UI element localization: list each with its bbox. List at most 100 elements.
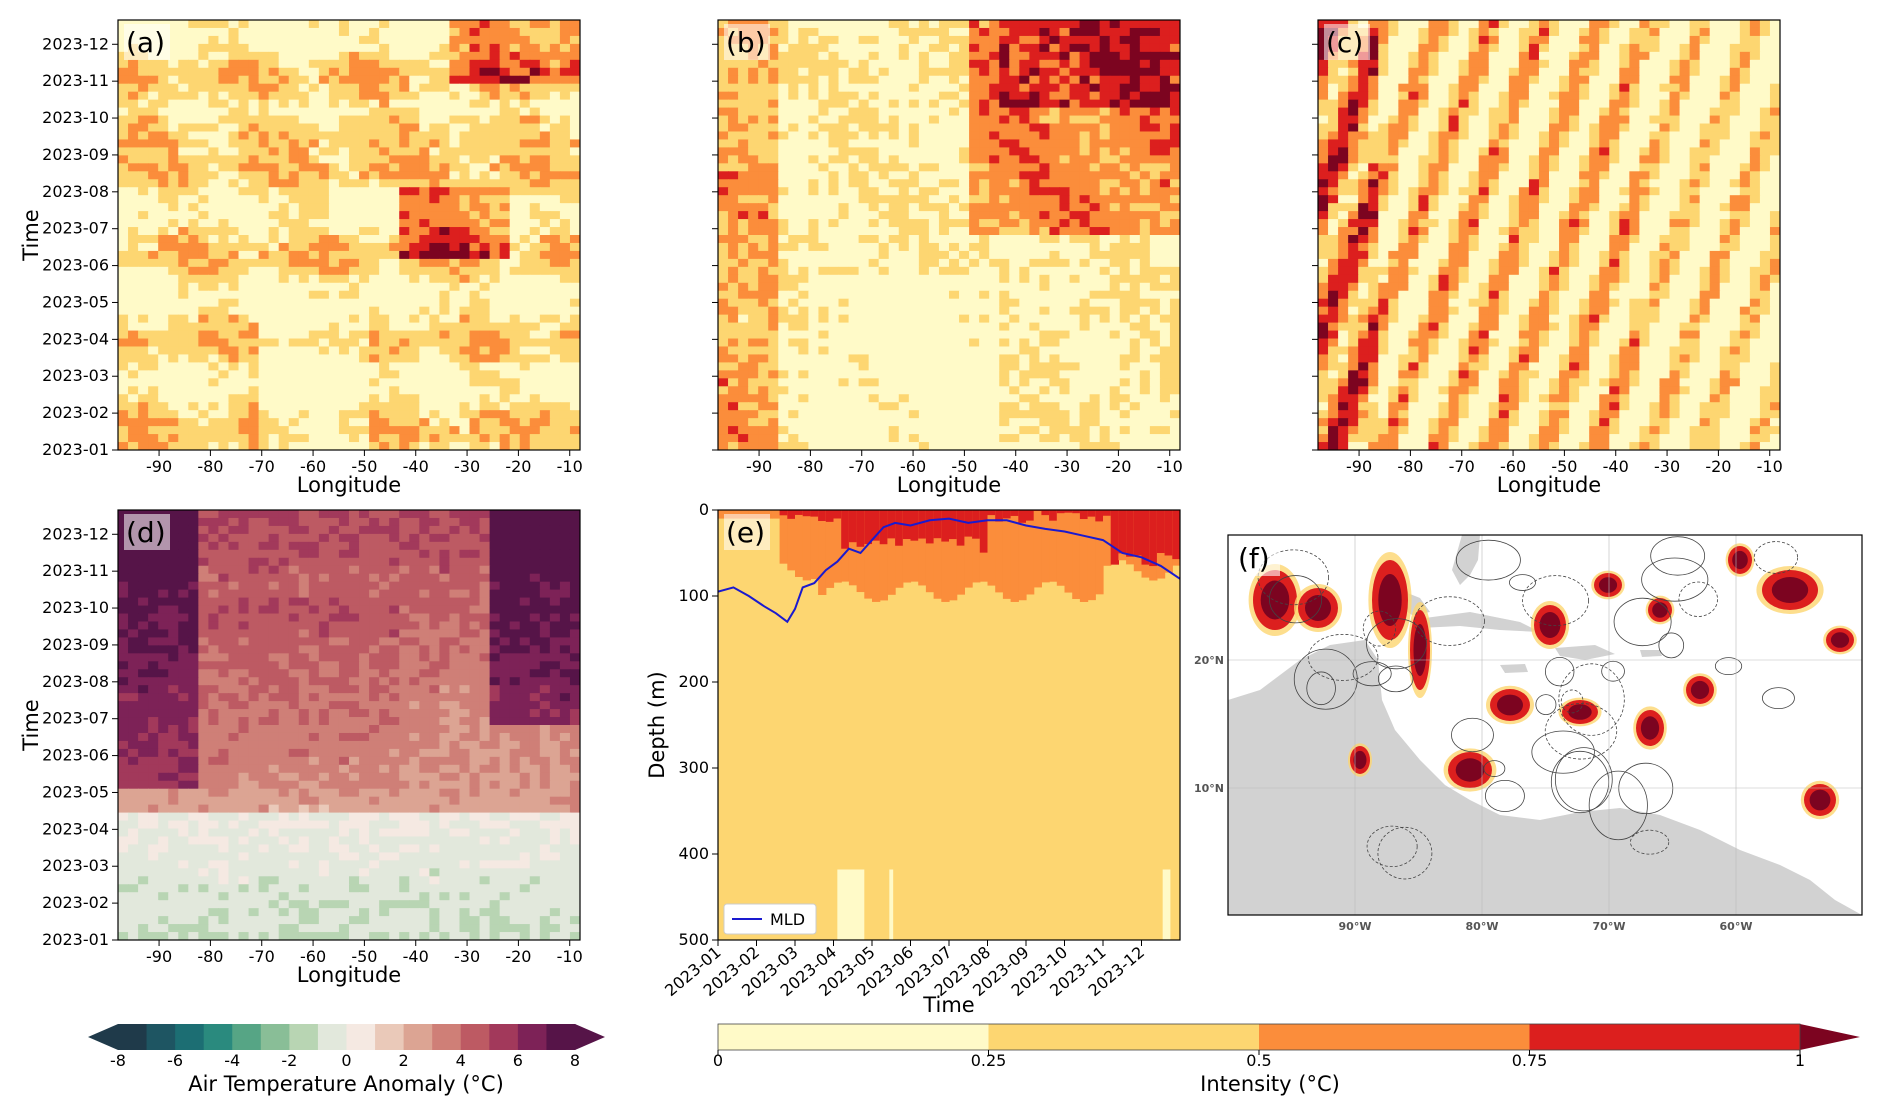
heat-cell <box>818 211 830 220</box>
heat-cell <box>1019 402 1030 411</box>
heat-cell <box>349 314 360 324</box>
heat-cell <box>158 274 169 284</box>
heat-cell <box>969 147 980 156</box>
heat-cell <box>778 147 789 156</box>
heat-cell <box>969 242 980 252</box>
heat-cell <box>969 250 980 260</box>
heat-cell <box>399 147 410 156</box>
heat-cell <box>959 123 970 133</box>
heat-cell <box>758 330 769 340</box>
heat-cell <box>938 346 950 356</box>
heat-cell <box>728 298 739 308</box>
heat-cell <box>1019 195 1030 204</box>
heat-cell <box>459 27 471 37</box>
heat-cell <box>248 290 260 300</box>
heat-cell <box>1079 75 1091 85</box>
heat-cell <box>349 99 360 109</box>
heat-cell <box>848 322 860 332</box>
heat-cell <box>828 346 840 356</box>
heat-cell <box>248 418 260 427</box>
heat-cell <box>758 107 769 117</box>
heat-cell <box>449 107 461 117</box>
heat-cell <box>138 306 149 316</box>
heat-cell <box>808 442 820 450</box>
heat-cell <box>318 20 330 29</box>
heat-cell <box>959 219 970 228</box>
heat-cell <box>748 322 759 332</box>
heat-cell <box>858 59 870 69</box>
heat-cell <box>808 171 820 180</box>
heat-cell <box>1169 163 1180 172</box>
heat-cell <box>1039 410 1051 419</box>
heat-cell <box>808 139 820 148</box>
heat-cell <box>349 179 360 188</box>
heat-cell <box>1089 123 1101 133</box>
y-tick-label: 2023-06 <box>42 256 109 275</box>
heat-cell <box>178 123 189 133</box>
heat-cell <box>1139 306 1151 316</box>
heat-cell <box>898 171 910 180</box>
heat-cell <box>1029 434 1040 443</box>
heat-cell <box>1019 35 1030 45</box>
heat-cell <box>718 211 729 220</box>
heat-cell <box>318 322 330 332</box>
heat-cell <box>928 258 940 268</box>
heat-cell <box>959 282 970 292</box>
heat-cell <box>979 346 990 356</box>
heat-cell <box>858 187 870 196</box>
heat-cell <box>858 346 870 356</box>
heat-cell <box>1139 250 1151 260</box>
heat-cell <box>268 266 280 276</box>
heat-cell <box>228 338 240 348</box>
heat-cell <box>298 378 310 387</box>
heat-cell <box>168 394 179 403</box>
heat-cell <box>158 322 169 332</box>
heat-cell <box>379 187 390 196</box>
heat-cell <box>938 235 950 244</box>
heat-cell <box>718 242 729 252</box>
heat-cell <box>1019 51 1030 61</box>
heat-cell <box>908 67 920 77</box>
heat-cell <box>1059 434 1071 443</box>
heat-cell <box>1099 99 1111 109</box>
heat-cell <box>118 83 129 93</box>
heat-cell <box>168 115 179 125</box>
heat-cell <box>718 410 729 419</box>
heat-cell <box>128 242 139 252</box>
heat-cell <box>969 434 980 443</box>
heat-cell <box>1039 115 1051 125</box>
heat-cell <box>1049 306 1061 316</box>
heat-cell <box>128 163 139 172</box>
heat-cell <box>1149 115 1161 125</box>
heat-cell <box>818 179 830 188</box>
heat-cell <box>419 203 430 212</box>
heat-cell <box>258 123 270 133</box>
heat-cell <box>1119 83 1131 93</box>
heat-cell <box>1049 171 1061 180</box>
heat-cell <box>208 282 220 292</box>
heat-cell <box>429 99 440 109</box>
heat-cell <box>999 290 1010 300</box>
heat-cell <box>1049 362 1061 371</box>
heat-cell <box>439 227 451 236</box>
heat-cell <box>768 99 779 109</box>
heat-cell <box>409 20 420 29</box>
heat-cell <box>489 402 501 411</box>
x-tick-label: -30 <box>454 457 480 476</box>
heat-cell <box>1159 99 1171 109</box>
heat-cell <box>738 418 749 427</box>
heat-cell <box>1099 434 1111 443</box>
heat-cell <box>1089 386 1101 395</box>
heat-cell <box>489 266 501 276</box>
heat-cell <box>188 139 199 148</box>
heat-cell <box>918 346 930 356</box>
heat-cell <box>389 258 400 268</box>
heat-cell <box>278 83 290 93</box>
heat-cell <box>168 195 179 204</box>
heat-cell <box>838 107 850 117</box>
heat-cell <box>918 187 930 196</box>
heat-cell <box>148 394 159 403</box>
heat-cell <box>949 67 960 77</box>
heat-cell <box>188 338 199 348</box>
heat-cell <box>1059 83 1071 93</box>
